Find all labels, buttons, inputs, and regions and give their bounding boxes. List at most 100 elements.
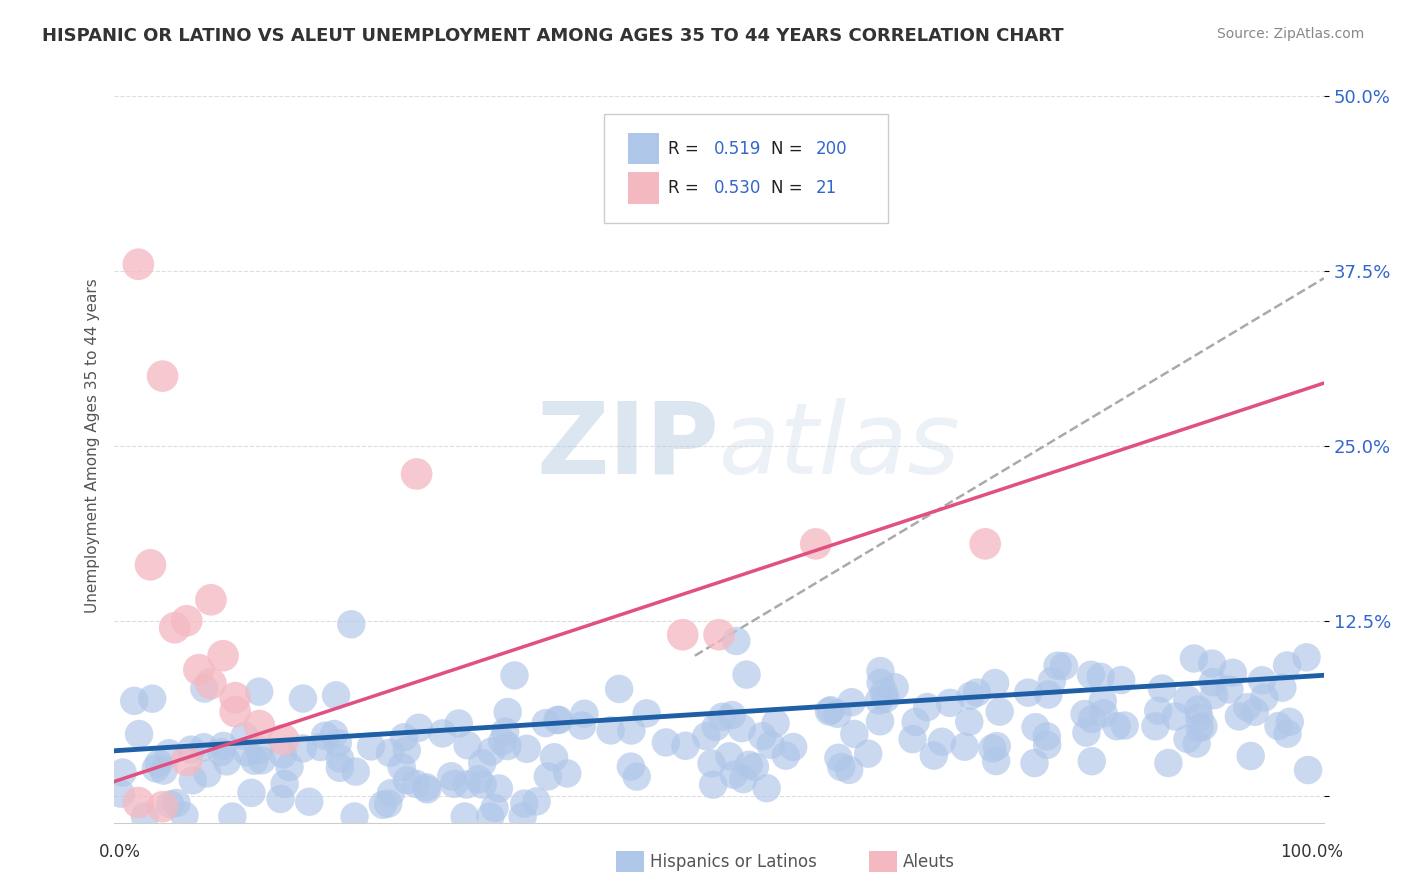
Point [675,739,697,753]
Point [1271,681,1294,695]
Point [145,761,167,775]
Point [820,703,842,717]
Point [325,689,347,703]
Point [488,781,510,796]
Point [415,780,437,795]
Point [326,736,349,750]
Point [702,778,724,792]
Text: N =: N = [770,178,808,197]
Point [904,714,927,729]
Point [827,706,849,721]
Point [546,713,568,727]
Point [1150,681,1173,696]
Point [1053,659,1076,673]
Point [243,754,266,768]
Point [1017,686,1039,700]
Point [329,761,352,775]
Text: 21: 21 [815,178,837,197]
Point [128,727,150,741]
Point [250,753,273,767]
Point [479,745,502,759]
Point [555,766,578,780]
Point [209,745,232,759]
Point [343,809,366,823]
Point [988,705,1011,719]
Point [141,691,163,706]
Point [176,754,198,768]
Point [200,676,222,690]
Point [496,705,519,719]
Point [981,741,1004,756]
Point [1240,749,1263,764]
Point [180,742,202,756]
Point [765,716,787,731]
Point [432,726,454,740]
Point [247,684,270,698]
Point [371,797,394,812]
Point [221,809,243,823]
Point [148,756,170,771]
Point [127,257,149,271]
Point [655,735,678,749]
Point [456,778,478,792]
Point [751,729,773,743]
Point [1073,706,1095,721]
Point [405,467,427,481]
Point [273,732,295,747]
Point [931,735,953,749]
Point [1040,674,1063,689]
Point [1157,756,1180,770]
Point [291,741,314,756]
Point [844,727,866,741]
Point [974,537,997,551]
Point [830,760,852,774]
Point [607,681,630,696]
Point [707,628,730,642]
Point [875,691,897,706]
Point [159,797,181,812]
Point [571,718,593,732]
Point [1222,665,1244,680]
Point [1036,729,1059,743]
FancyBboxPatch shape [628,133,658,164]
Point [212,648,235,663]
Point [212,739,235,753]
Point [1090,670,1112,684]
Text: 0.530: 0.530 [714,178,762,197]
Point [733,772,755,786]
Point [1185,737,1208,751]
Point [139,558,162,572]
Point [966,685,988,699]
Text: Hispanics or Latinos: Hispanics or Latinos [650,853,817,871]
Point [1187,702,1209,716]
Point [755,781,778,796]
Point [599,723,621,738]
Point [454,809,477,823]
Point [1164,709,1187,723]
Point [1114,718,1136,732]
Point [1144,719,1167,733]
Point [224,690,246,705]
Point [391,760,413,774]
Point [986,739,1008,753]
Point [380,786,402,800]
Point [1218,682,1240,697]
Point [111,765,134,780]
Point [957,714,980,729]
Point [984,754,1007,768]
Text: 200: 200 [815,139,848,158]
Point [152,369,174,384]
Point [1175,692,1198,706]
Point [163,621,186,635]
Point [479,809,502,823]
Point [1024,756,1046,770]
Point [841,695,863,709]
Point [626,770,648,784]
Point [695,729,717,743]
Point [416,782,439,797]
Point [838,763,860,777]
Point [224,705,246,719]
Point [291,691,314,706]
Point [195,766,218,780]
Point [735,667,758,681]
